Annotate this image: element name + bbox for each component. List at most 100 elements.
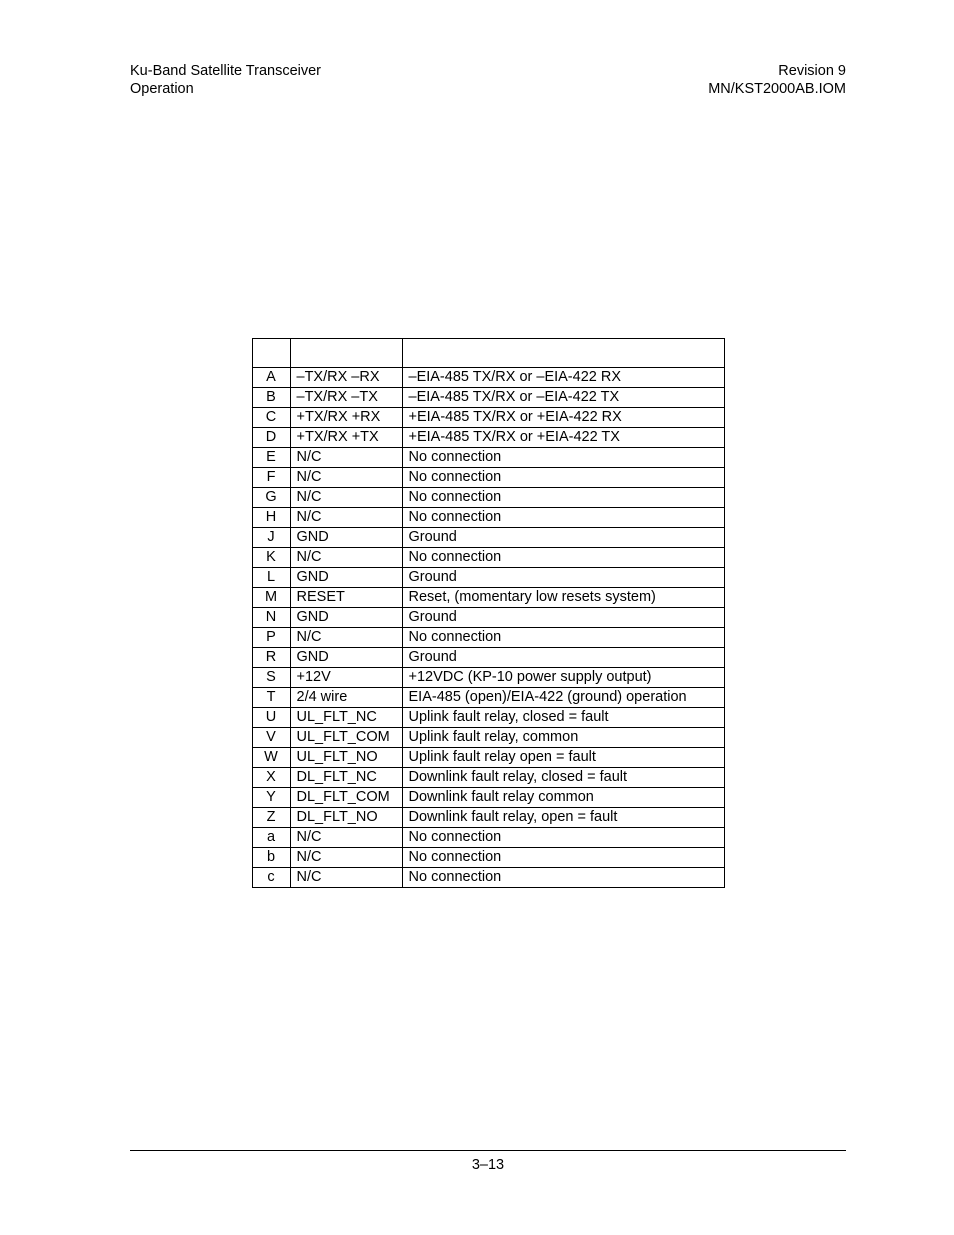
doc-revision: Revision 9 [708, 62, 846, 80]
cell-name: GND [290, 608, 402, 628]
cell-name: N/C [290, 468, 402, 488]
cell-name: UL_FLT_NC [290, 708, 402, 728]
pinout-table: A–TX/RX –RX–EIA-485 TX/RX or –EIA-422 RX… [252, 338, 725, 888]
doc-number: MN/KST2000AB.IOM [708, 80, 846, 98]
col-pin [252, 339, 290, 368]
cell-desc: Ground [402, 648, 724, 668]
table-row: B–TX/RX –TX–EIA-485 TX/RX or –EIA-422 TX [252, 388, 724, 408]
cell-name: +TX/RX +RX [290, 408, 402, 428]
page-number: 3–13 [472, 1157, 504, 1173]
header-left: Ku-Band Satellite Transceiver Operation [130, 62, 321, 98]
doc-title: Ku-Band Satellite Transceiver [130, 62, 321, 80]
header-right: Revision 9 MN/KST2000AB.IOM [708, 62, 846, 98]
table-row: KN/CNo connection [252, 548, 724, 568]
cell-pin: F [252, 468, 290, 488]
table-row: A–TX/RX –RX–EIA-485 TX/RX or –EIA-422 RX [252, 368, 724, 388]
cell-pin: R [252, 648, 290, 668]
table-row: C+TX/RX +RX+EIA-485 TX/RX or +EIA-422 RX [252, 408, 724, 428]
cell-pin: M [252, 588, 290, 608]
cell-pin: J [252, 528, 290, 548]
cell-pin: C [252, 408, 290, 428]
table-row: YDL_FLT_COMDownlink fault relay common [252, 788, 724, 808]
cell-name: N/C [290, 868, 402, 888]
cell-name: +TX/RX +TX [290, 428, 402, 448]
table-row: GN/CNo connection [252, 488, 724, 508]
cell-name: +12V [290, 668, 402, 688]
cell-name: DL_FLT_NO [290, 808, 402, 828]
col-desc [402, 339, 724, 368]
cell-pin: K [252, 548, 290, 568]
table-row: S+12V+12VDC (KP-10 power supply output) [252, 668, 724, 688]
cell-name: –TX/RX –TX [290, 388, 402, 408]
table-row: UUL_FLT_NCUplink fault relay, closed = f… [252, 708, 724, 728]
cell-pin: X [252, 768, 290, 788]
cell-desc: Uplink fault relay, closed = fault [402, 708, 724, 728]
cell-pin: W [252, 748, 290, 768]
table-header-row [252, 339, 724, 368]
cell-pin: Z [252, 808, 290, 828]
doc-section: Operation [130, 80, 321, 98]
cell-name: UL_FLT_COM [290, 728, 402, 748]
cell-desc: Downlink fault relay, closed = fault [402, 768, 724, 788]
cell-name: –TX/RX –RX [290, 368, 402, 388]
table-row: JGNDGround [252, 528, 724, 548]
cell-pin: A [252, 368, 290, 388]
table-row: T2/4 wireEIA-485 (open)/EIA-422 (ground)… [252, 688, 724, 708]
table-row: PN/CNo connection [252, 628, 724, 648]
cell-desc: No connection [402, 548, 724, 568]
cell-desc: +EIA-485 TX/RX or +EIA-422 TX [402, 428, 724, 448]
cell-pin: H [252, 508, 290, 528]
table-row: HN/CNo connection [252, 508, 724, 528]
cell-name: 2/4 wire [290, 688, 402, 708]
cell-desc: No connection [402, 508, 724, 528]
cell-desc: Reset, (momentary low resets system) [402, 588, 724, 608]
cell-name: GND [290, 568, 402, 588]
cell-desc: No connection [402, 468, 724, 488]
table-row: LGNDGround [252, 568, 724, 588]
pinout-table-wrap: A–TX/RX –RX–EIA-485 TX/RX or –EIA-422 RX… [130, 338, 846, 888]
cell-desc: Uplink fault relay, common [402, 728, 724, 748]
page: Ku-Band Satellite Transceiver Operation … [0, 0, 954, 1235]
cell-pin: L [252, 568, 290, 588]
cell-pin: P [252, 628, 290, 648]
table-row: XDL_FLT_NCDownlink fault relay, closed =… [252, 768, 724, 788]
table-row: D+TX/RX +TX+EIA-485 TX/RX or +EIA-422 TX [252, 428, 724, 448]
cell-name: N/C [290, 828, 402, 848]
table-row: FN/CNo connection [252, 468, 724, 488]
page-footer: 3–13 [130, 1150, 846, 1173]
cell-pin: b [252, 848, 290, 868]
cell-name: GND [290, 648, 402, 668]
table-row: ZDL_FLT_NODownlink fault relay, open = f… [252, 808, 724, 828]
cell-desc: Downlink fault relay common [402, 788, 724, 808]
cell-desc: No connection [402, 488, 724, 508]
cell-name: N/C [290, 508, 402, 528]
cell-pin: E [252, 448, 290, 468]
table-row: VUL_FLT_COMUplink fault relay, common [252, 728, 724, 748]
cell-pin: D [252, 428, 290, 448]
cell-name: DL_FLT_NC [290, 768, 402, 788]
cell-name: N/C [290, 488, 402, 508]
cell-name: UL_FLT_NO [290, 748, 402, 768]
cell-desc: No connection [402, 628, 724, 648]
pinout-tbody: A–TX/RX –RX–EIA-485 TX/RX or –EIA-422 RX… [252, 368, 724, 888]
cell-desc: +EIA-485 TX/RX or +EIA-422 RX [402, 408, 724, 428]
cell-pin: B [252, 388, 290, 408]
cell-name: GND [290, 528, 402, 548]
page-header: Ku-Band Satellite Transceiver Operation … [130, 62, 846, 98]
cell-desc: No connection [402, 448, 724, 468]
cell-pin: S [252, 668, 290, 688]
table-row: MRESETReset, (momentary low resets syste… [252, 588, 724, 608]
cell-name: DL_FLT_COM [290, 788, 402, 808]
cell-name: N/C [290, 548, 402, 568]
cell-desc: +12VDC (KP-10 power supply output) [402, 668, 724, 688]
cell-name: N/C [290, 848, 402, 868]
cell-desc: Ground [402, 528, 724, 548]
cell-pin: U [252, 708, 290, 728]
cell-desc: –EIA-485 TX/RX or –EIA-422 RX [402, 368, 724, 388]
cell-desc: Downlink fault relay, open = fault [402, 808, 724, 828]
cell-desc: No connection [402, 868, 724, 888]
cell-pin: c [252, 868, 290, 888]
cell-desc: No connection [402, 848, 724, 868]
cell-desc: –EIA-485 TX/RX or –EIA-422 TX [402, 388, 724, 408]
cell-pin: Y [252, 788, 290, 808]
